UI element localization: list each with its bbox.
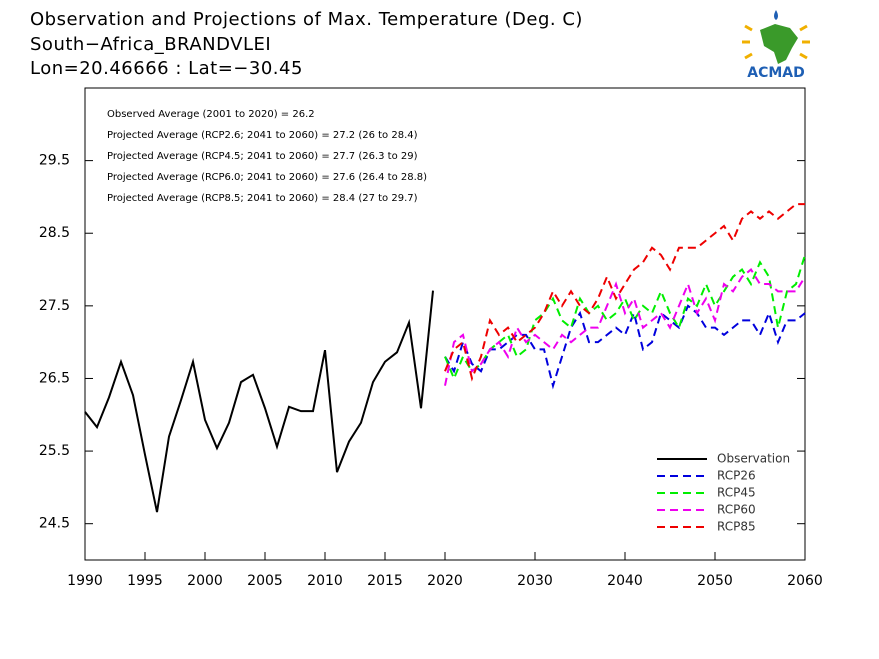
logo-rays [742, 24, 810, 60]
x-tick-label: 2050 [697, 573, 733, 589]
series-line [444, 268, 806, 386]
annotation: Observed Average (2001 to 2020) = 26.2 [107, 109, 315, 120]
annotation: Projected Average (RCP2.6; 2041 to 2060)… [107, 130, 418, 141]
legend-label: Observation [717, 452, 790, 466]
y-tick-label: 26.5 [39, 370, 70, 386]
logo: ACMAD [742, 10, 810, 81]
series-line [444, 203, 805, 382]
x-tick-label: 2060 [787, 573, 823, 589]
chart-subtitle: South−Africa_BRANDVLEI [30, 34, 271, 55]
y-tick-label: 28.5 [39, 225, 70, 241]
annotation: Projected Average (RCP6.0; 2041 to 2060)… [107, 172, 427, 183]
y-tick-label: 25.5 [39, 443, 70, 459]
x-tick-label: 2000 [187, 573, 223, 589]
x-tick-label: 2040 [607, 573, 643, 589]
annotation: Projected Average (RCP4.5; 2041 to 2060)… [107, 151, 418, 162]
x-tick-label: 2020 [427, 573, 463, 589]
x-tick-label: 2010 [307, 573, 343, 589]
x-tick-label: 2030 [517, 573, 553, 589]
logo-africa [760, 24, 798, 64]
y-tick-label: 27.5 [39, 298, 70, 314]
y-tick-label: 29.5 [39, 153, 70, 169]
x-tick-label: 1995 [127, 573, 163, 589]
y-tick-label: 24.5 [39, 516, 70, 532]
legend-label: RCP26 [717, 469, 756, 483]
legend-label: RCP85 [717, 520, 756, 534]
annotation: Projected Average (RCP8.5; 2041 to 2060)… [107, 193, 418, 204]
logo-drop [774, 10, 778, 20]
series-line [444, 304, 806, 390]
chart-subtitle: Lon=20.46666 : Lat=−30.45 [30, 58, 303, 79]
x-tick-label: 1990 [67, 573, 103, 589]
legend-label: RCP45 [717, 486, 756, 500]
x-tick-label: 2015 [367, 573, 403, 589]
chart-title: Observation and Projections of Max. Temp… [30, 9, 583, 30]
legend-label: RCP60 [717, 503, 756, 517]
series-line [84, 290, 434, 513]
x-tick-label: 2005 [247, 573, 283, 589]
logo-text: ACMAD [747, 65, 805, 81]
